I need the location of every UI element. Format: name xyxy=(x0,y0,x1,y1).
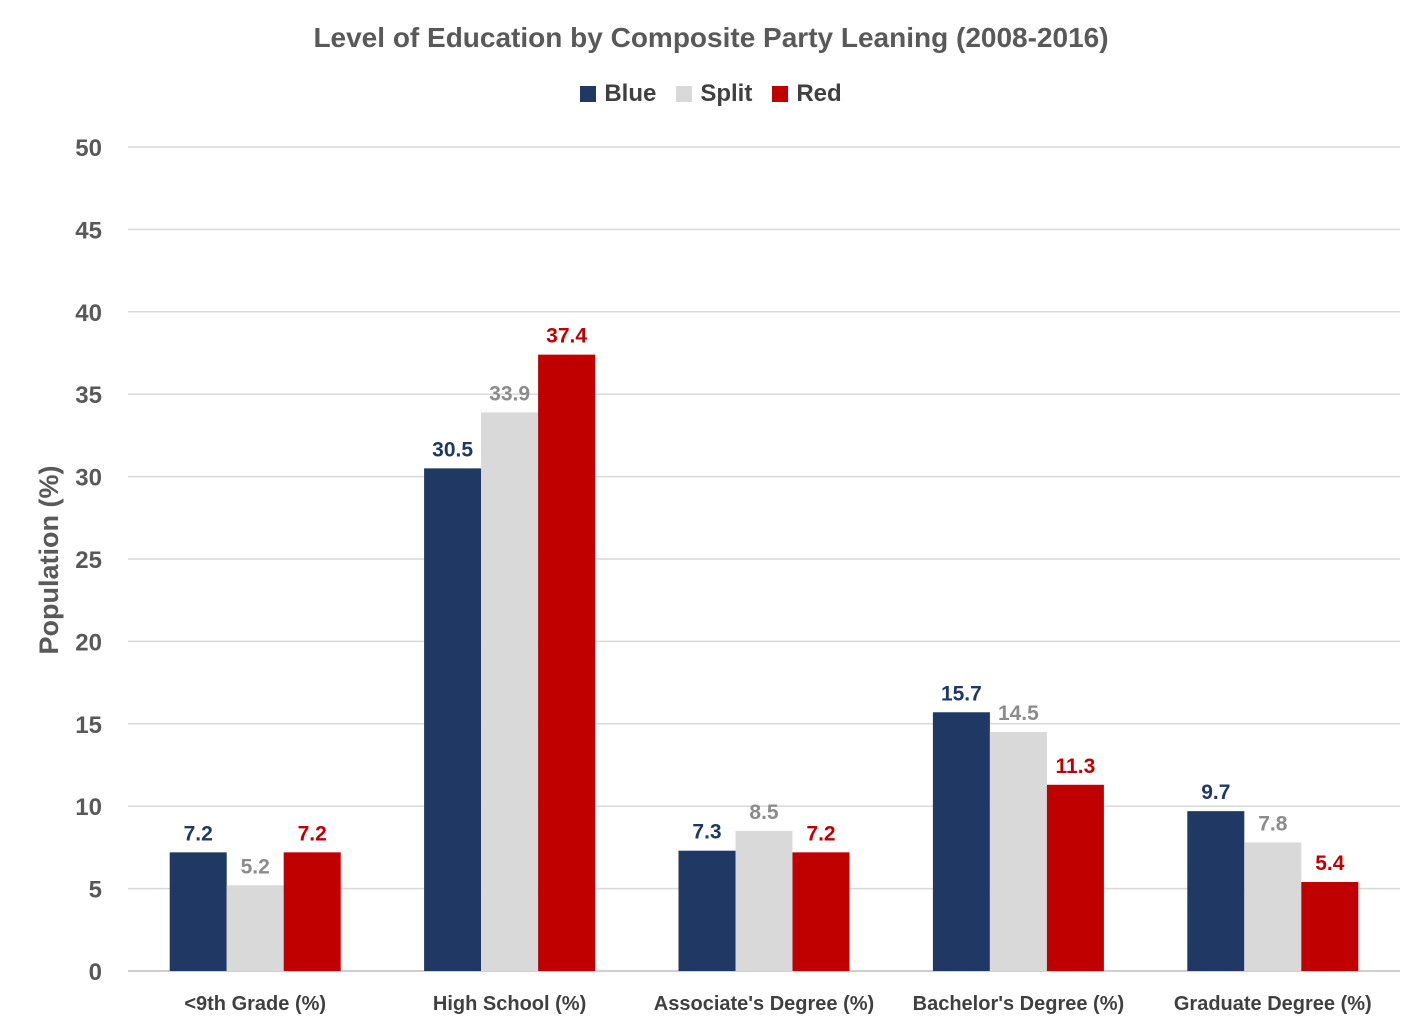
legend-item-split: Split xyxy=(676,80,752,108)
legend-swatch-red xyxy=(772,86,789,102)
legend: Blue Split Red xyxy=(0,80,1422,108)
bar-split-4 xyxy=(1244,842,1302,971)
bar-split-0 xyxy=(226,885,284,971)
y-tick-label: 30 xyxy=(75,465,102,492)
x-tick-label-0: <9th Grade (%) xyxy=(184,993,326,1015)
data-label-split-0: 5.2 xyxy=(241,855,270,878)
legend-label-split: Split xyxy=(700,80,753,107)
y-axis-ticks: 0 5 10 15 20 25 30 35 40 45 50 xyxy=(75,135,102,986)
data-label-red-4: 5.4 xyxy=(1315,852,1345,875)
x-tick-label-3: Bachelor's Degree (%) xyxy=(913,993,1125,1015)
bar-blue-2 xyxy=(678,850,736,971)
x-tick-label-2: Associate's Degree (%) xyxy=(654,993,874,1015)
legend-item-blue: Blue xyxy=(580,80,656,108)
data-labels: 7.2 5.2 7.2 30.5 33.9 37.4 7.3 8.5 7.2 15.7 14.5 11… xyxy=(184,325,1345,879)
bar-red-2 xyxy=(792,852,850,971)
bar-blue-4 xyxy=(1187,811,1245,971)
x-axis-ticks: <9th Grade (%) High School (%) Associate's… xyxy=(184,993,1371,1015)
bar-split-2 xyxy=(735,830,793,971)
data-label-blue-2: 7.3 xyxy=(692,821,721,844)
x-tick-label-1: High School (%) xyxy=(433,993,586,1015)
chart-title: Level of Education by Composite Party Le… xyxy=(313,22,1109,53)
data-label-blue-3: 15.7 xyxy=(941,682,982,705)
data-label-red-1: 37.4 xyxy=(546,325,587,348)
y-tick-label: 15 xyxy=(75,712,102,739)
y-tick-label: 0 xyxy=(89,959,102,986)
y-tick-label: 50 xyxy=(75,135,102,162)
bar-blue-1 xyxy=(424,468,482,971)
y-axis-label: Population (%) xyxy=(34,466,64,655)
y-tick-label: 25 xyxy=(75,547,102,574)
legend-item-red: Red xyxy=(772,80,842,108)
y-tick-label: 20 xyxy=(75,629,102,656)
bar-red-0 xyxy=(283,852,341,971)
data-label-blue-4: 9.7 xyxy=(1201,781,1230,804)
bar-red-4 xyxy=(1301,882,1359,971)
bars xyxy=(169,354,1359,971)
data-label-blue-1: 30.5 xyxy=(432,438,473,461)
bar-blue-3 xyxy=(932,712,990,971)
y-tick-label: 10 xyxy=(75,794,102,821)
data-label-split-3: 14.5 xyxy=(998,702,1039,725)
bar-red-1 xyxy=(538,354,596,971)
legend-label-red: Red xyxy=(796,80,842,107)
data-label-red-2: 7.2 xyxy=(806,822,835,845)
data-label-split-2: 8.5 xyxy=(749,801,779,824)
y-tick-label: 45 xyxy=(75,217,102,244)
y-tick-label: 40 xyxy=(75,300,102,327)
y-tick-label: 35 xyxy=(75,382,102,409)
bar-red-3 xyxy=(1046,784,1104,971)
x-tick-label-4: Graduate Degree (%) xyxy=(1174,993,1372,1015)
data-label-split-4: 7.8 xyxy=(1258,812,1288,835)
legend-swatch-split xyxy=(676,86,693,102)
data-label-red-3: 11.3 xyxy=(1056,755,1096,778)
legend-label-blue: Blue xyxy=(604,80,657,107)
bar-split-1 xyxy=(481,412,539,971)
y-tick-label: 5 xyxy=(89,877,102,904)
data-label-red-0: 7.2 xyxy=(298,822,327,845)
data-label-blue-0: 7.2 xyxy=(184,822,213,845)
data-label-split-1: 33.9 xyxy=(489,382,530,405)
bar-blue-0 xyxy=(169,852,227,971)
legend-swatch-blue xyxy=(580,86,597,102)
bar-split-3 xyxy=(989,732,1047,971)
